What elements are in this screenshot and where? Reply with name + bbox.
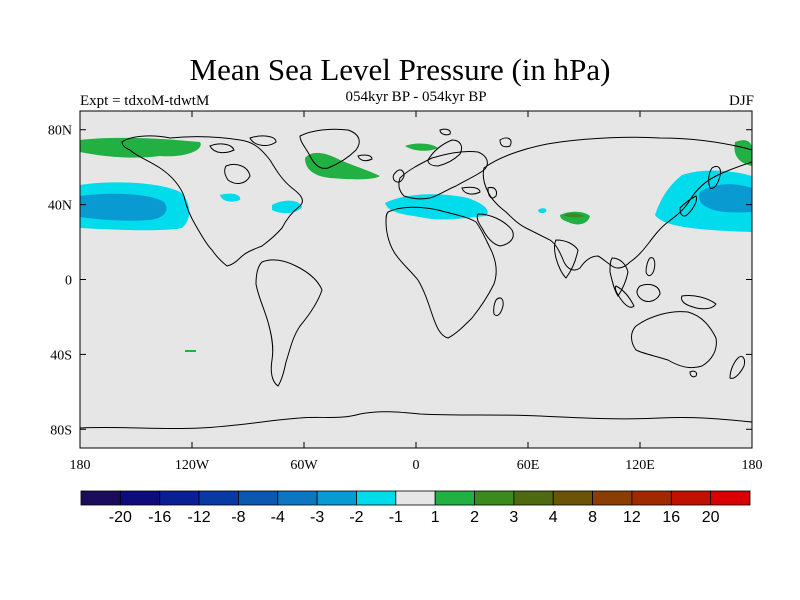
colorbar-box xyxy=(395,490,436,506)
experiment-label: Expt = tdxoM-tdwtM xyxy=(80,93,210,109)
colorbar-label: 1 xyxy=(431,509,440,526)
colorbar-box xyxy=(316,490,357,506)
x-tick-label: 180 xyxy=(70,458,91,473)
x-tick-label: 120W xyxy=(175,458,210,473)
y-tick-label: 80N xyxy=(48,124,72,139)
map-background xyxy=(80,111,752,448)
colorbar-label: -2 xyxy=(349,509,363,526)
plot-title: Mean Sea Level Pressure (in hPa) xyxy=(189,52,611,87)
colorbar-label: -3 xyxy=(310,509,324,526)
mediterranean-negative xyxy=(385,194,488,220)
colorbar-label: -8 xyxy=(231,509,245,526)
season-label: DJF xyxy=(728,93,754,109)
colorbar-label: -16 xyxy=(148,509,171,526)
y-tick-label: 0 xyxy=(65,274,72,289)
x-tick-label: 0 xyxy=(413,458,420,473)
colorbar-box xyxy=(159,490,200,506)
colorbar-box xyxy=(356,490,397,506)
colorbar-box xyxy=(631,490,672,506)
colorbar-label: 12 xyxy=(623,509,641,526)
colorbar-box xyxy=(513,490,554,506)
x-tick-label: 120E xyxy=(625,458,655,473)
y-axis: 80N 40N 0 40S 80S xyxy=(48,124,752,438)
colorbar-box xyxy=(670,490,712,506)
colorbar-labels: -20 -16 -12 -8 -4 -3 -2 -1 1 2 3 4 8 12 16 20 xyxy=(109,509,720,526)
coastlines xyxy=(80,128,752,430)
y-tick-label: 40N xyxy=(48,199,72,214)
x-axis: 180 120W 60W 0 60E 120E 180 xyxy=(70,111,763,473)
colorbar-box xyxy=(434,490,475,506)
x-tick-label: 60E xyxy=(517,458,540,473)
colorbar-box xyxy=(474,490,515,506)
tibet-positive-inner xyxy=(563,213,585,218)
atlantic-negative-small xyxy=(220,193,241,202)
arctic-positive-2 xyxy=(405,143,438,151)
colorbar-box xyxy=(238,490,279,506)
central-asia-negative xyxy=(538,208,547,214)
colorbar-box xyxy=(119,490,161,506)
x-tick-label: 60W xyxy=(290,458,318,473)
greenland-positive xyxy=(305,152,380,180)
colorbar-label: -1 xyxy=(389,509,403,526)
y-tick-label: 40S xyxy=(50,348,72,363)
northwest-pacific-negative-inner xyxy=(699,184,752,213)
colorbar-label: 4 xyxy=(549,509,558,526)
colorbar-label: 16 xyxy=(662,509,680,526)
south-pacific-positive xyxy=(185,350,196,352)
colorbar-label: -20 xyxy=(109,509,132,526)
colorbar-box xyxy=(277,490,318,506)
arctic-positive xyxy=(80,137,201,158)
colorbar-box xyxy=(710,490,751,506)
colorbar-label: 20 xyxy=(702,509,720,526)
colorbar-boxes xyxy=(80,490,751,506)
colorbar-label: 8 xyxy=(588,509,597,526)
y-tick-label: 80S xyxy=(50,423,72,438)
colorbar-label: 2 xyxy=(470,509,479,526)
colorbar-label: -4 xyxy=(271,509,285,526)
colorbar-label: -12 xyxy=(187,509,210,526)
colorbar-box xyxy=(592,490,633,506)
x-tick-label: 180 xyxy=(742,458,763,473)
period-label: 054kyr BP - 054kyr BP xyxy=(345,89,487,105)
colorbar-box xyxy=(552,490,593,506)
colorbar-box xyxy=(198,490,239,506)
colorbar-label: 3 xyxy=(509,509,518,526)
north-pacific-negative-inner xyxy=(80,193,167,221)
colorbar-box xyxy=(80,490,121,506)
